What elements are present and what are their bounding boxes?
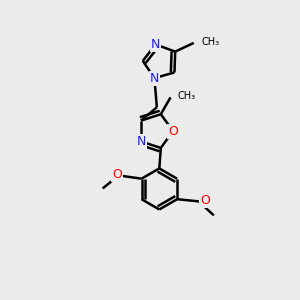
Text: O: O: [112, 168, 122, 181]
Text: N: N: [136, 135, 146, 148]
Text: O: O: [200, 194, 210, 207]
Text: O: O: [168, 124, 178, 138]
Text: N: N: [151, 38, 160, 51]
Text: CH₃: CH₃: [201, 37, 219, 47]
Text: CH₃: CH₃: [177, 92, 195, 101]
Text: N: N: [150, 72, 159, 85]
